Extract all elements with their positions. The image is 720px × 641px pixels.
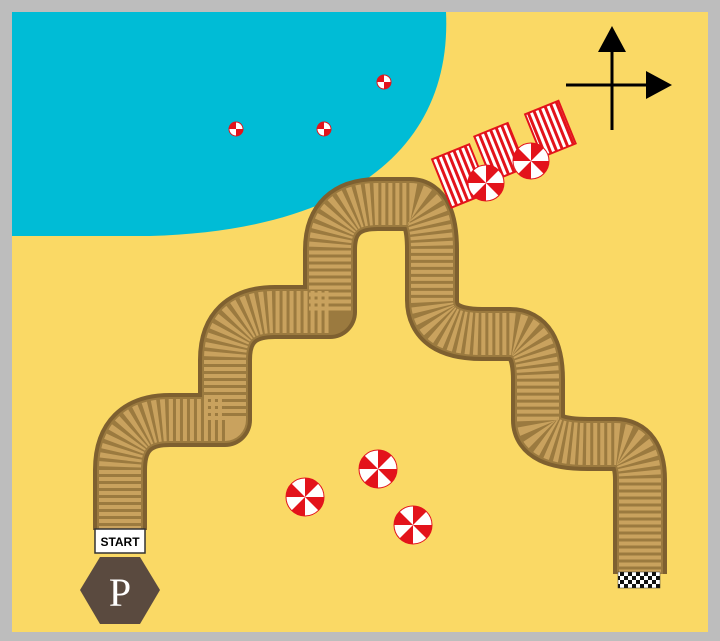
parking-hexagon-icon[interactable]: P — [80, 557, 160, 624]
beach-umbrella[interactable] — [512, 142, 550, 180]
parking-label: P — [109, 570, 131, 615]
boardwalk-path — [93, 177, 667, 574]
sea-water — [12, 12, 447, 236]
beach-ball[interactable] — [316, 121, 332, 137]
beach-umbrella[interactable] — [393, 505, 433, 545]
start-label-text: START — [100, 535, 140, 549]
start-label[interactable]: START — [94, 528, 146, 554]
beach-umbrella[interactable] — [467, 164, 505, 202]
compass-arrows-icon — [566, 26, 672, 130]
beach-ball[interactable] — [376, 74, 392, 90]
beach-ball[interactable] — [228, 121, 244, 137]
sun-lounger[interactable] — [523, 99, 577, 159]
checkered-flag-icon[interactable] — [617, 571, 661, 589]
beach-umbrella[interactable] — [358, 449, 398, 489]
beach-umbrella[interactable] — [285, 477, 325, 517]
